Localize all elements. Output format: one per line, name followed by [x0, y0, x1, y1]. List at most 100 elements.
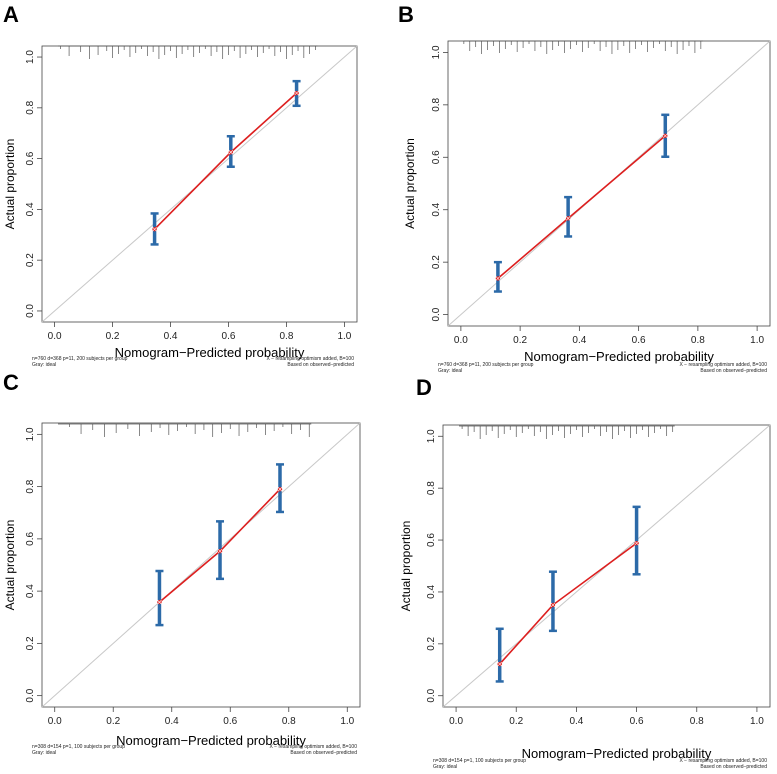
x-axis-label: Nomogram−Predicted probability	[522, 746, 712, 761]
x-tick-label: 0.6	[222, 331, 236, 342]
y-axis-label: Actual proportion	[3, 139, 17, 230]
y-axis-label: Actual proportion	[3, 520, 17, 611]
footnote-left: Gray: ideal	[433, 764, 457, 770]
plot-frame	[442, 424, 771, 708]
optimism-marker	[294, 90, 299, 96]
panel-label: D	[416, 375, 432, 400]
optimism-marker	[157, 599, 162, 605]
error-bar	[548, 570, 557, 633]
x-tick-label: 0.0	[48, 331, 62, 342]
panel-b: B 0.0 0.2 0.4 0.6 0.8 1.0 0.0 0.2 0.4 0.6 0.8 1.0 Nom…	[398, 2, 771, 374]
footnote-left: n=760 d=368 p=11, 200 subjects per group	[32, 356, 128, 362]
x-tick-label: 0.0	[454, 335, 468, 346]
ideal-line	[41, 422, 361, 708]
y-tick-label: 0.6	[431, 150, 442, 164]
y-tick-label: 0.0	[431, 307, 442, 321]
optimism-marker	[217, 548, 223, 554]
x-tick-label: 0.4	[569, 716, 583, 727]
x-tick-label: 0.4	[165, 716, 179, 727]
y-tick-label: 1.0	[25, 427, 36, 441]
y-tick-label: 0.4	[431, 202, 442, 216]
y-tick-label: 0.6	[25, 151, 36, 165]
x-tick-label: 0.0	[449, 716, 463, 727]
optimism-marker	[565, 216, 571, 221]
x-tick-label: 0.2	[106, 716, 120, 727]
panel-label: B	[398, 2, 414, 27]
y-tick-label: 0.2	[25, 253, 36, 267]
y-axis-label: Actual proportion	[399, 521, 413, 612]
x-tick-label: 0.8	[282, 716, 296, 727]
rug-ticks	[459, 425, 675, 439]
x-tick-label: 0.6	[632, 335, 646, 346]
footnote-right: Based on observed−predicted	[290, 750, 357, 756]
x-tick-label: 1.0	[340, 716, 354, 727]
x-tick-label: 0.0	[48, 716, 62, 727]
rug-ticks	[58, 423, 312, 437]
calibration-line	[497, 135, 666, 280]
optimism-marker	[550, 602, 556, 608]
x-tick-label: 1.0	[750, 716, 764, 727]
x-tick-label: 0.2	[513, 335, 527, 346]
y-tick-label: 1.0	[431, 45, 442, 59]
y-axis-label: Actual proportion	[403, 138, 417, 229]
footnote-right: Based on observed−predicted	[700, 764, 767, 770]
panel-a: A 0.0 0.2 0.4 0.6 0.8 1.0 0.0 0.2 0.4 0.6 0.8 1.0 Nom…	[3, 2, 358, 368]
panel-label: A	[3, 2, 19, 27]
y-tick-label: 0.8	[25, 100, 36, 114]
footnote-right: Based on observed−predicted	[287, 362, 354, 368]
y-tick-label: 0.6	[426, 533, 437, 547]
footnote-left: Gray: ideal	[32, 362, 56, 368]
footnote-right: Based on observed−predicted	[700, 368, 767, 374]
calibration-line	[499, 542, 638, 665]
x-tick-label: 1.0	[337, 331, 351, 342]
optimism-marker	[228, 150, 234, 155]
optimism-marker	[663, 133, 668, 138]
x-axis-label: Nomogram−Predicted probability	[115, 345, 305, 360]
x-tick-label: 0.2	[106, 331, 120, 342]
y-tick-label: 0.6	[25, 531, 36, 545]
x-tick-label: 0.2	[509, 716, 523, 727]
y-tick-label: 0.8	[25, 479, 36, 493]
y-tick-label: 0.4	[25, 584, 36, 598]
y-tick-label: 0.0	[25, 688, 36, 702]
y-tick-label: 0.8	[426, 481, 437, 495]
optimism-marker	[497, 661, 502, 667]
optimism-marker	[634, 540, 639, 546]
y-tick-label: 0.2	[25, 636, 36, 650]
y-tick-label: 0.2	[426, 636, 437, 650]
panel-d: D 0.0 0.2 0.4 0.6 0.8 1.0 0.0 0.2 0.4 0.6 0.8 1.0 Nom…	[399, 375, 771, 770]
x-axis-label: Nomogram−Predicted probability	[524, 349, 714, 364]
plot-frame	[41, 422, 361, 708]
x-tick-label: 0.8	[690, 716, 704, 727]
optimism-marker	[495, 276, 501, 281]
footnote-right: X − resampling optimism added, B=100	[269, 744, 357, 750]
x-tick-label: 0.6	[630, 716, 644, 727]
error-bar	[632, 505, 641, 576]
footnote-right: X − resampling optimism added, B=100	[266, 356, 354, 362]
error-bar	[495, 627, 504, 683]
rug-ticks	[58, 45, 318, 59]
y-tick-label: 1.0	[426, 429, 437, 443]
footnote-right: X − resampling optimism added, B=100	[679, 758, 767, 764]
footnote-left: n=308 d=154 p=1, 100 subjects per group	[32, 744, 125, 750]
x-tick-label: 0.8	[691, 335, 705, 346]
x-tick-label: 0.4	[164, 331, 178, 342]
x-tick-label: 1.0	[750, 335, 764, 346]
x-tick-label: 0.8	[279, 331, 293, 342]
panel-label: C	[3, 370, 19, 395]
footnote-left: n=308 d=154 p=1, 100 subjects per group	[433, 758, 526, 764]
rug-ticks	[463, 40, 703, 54]
y-tick-label: 0.4	[426, 585, 437, 599]
error-bar	[155, 569, 164, 627]
footnote-right: X − resampling optimism added, B=100	[679, 362, 767, 368]
y-tick-label: 1.0	[25, 50, 36, 64]
x-axis-label: Nomogram−Predicted probability	[116, 733, 306, 748]
x-tick-label: 0.6	[223, 716, 237, 727]
y-tick-label: 0.0	[25, 304, 36, 318]
optimism-marker	[277, 487, 283, 492]
x-tick-label: 0.4	[572, 335, 586, 346]
y-tick-label: 0.8	[431, 97, 442, 111]
footnote-left: Gray: ideal	[32, 750, 56, 756]
optimism-marker	[152, 226, 157, 232]
